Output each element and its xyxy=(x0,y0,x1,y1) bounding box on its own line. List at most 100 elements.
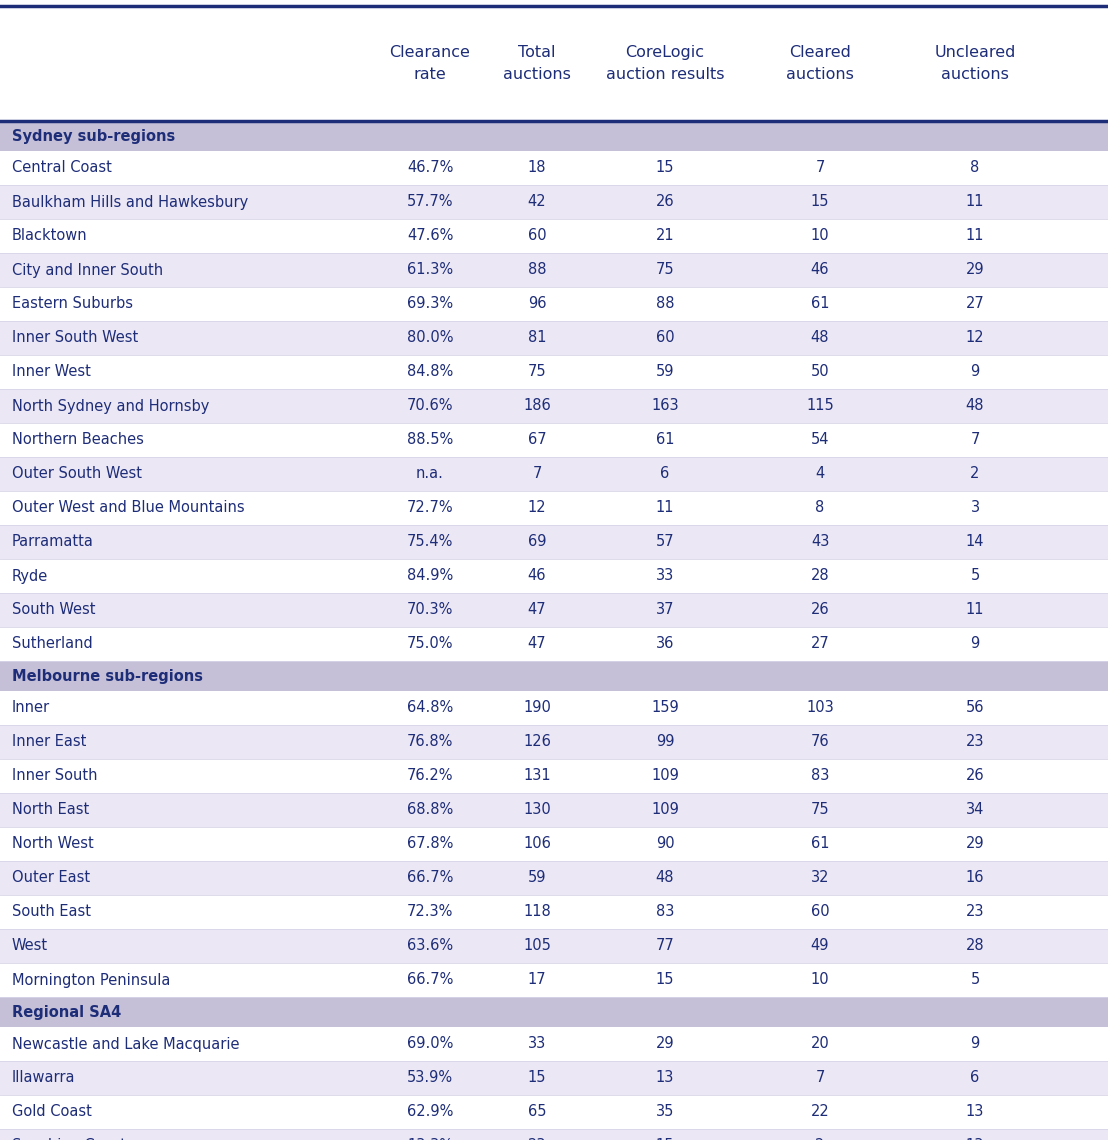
Text: 23: 23 xyxy=(966,904,984,920)
Text: CoreLogic
auction results: CoreLogic auction results xyxy=(606,44,725,82)
Text: 84.9%: 84.9% xyxy=(407,569,453,584)
Text: n.a.: n.a. xyxy=(417,466,444,481)
Text: 13: 13 xyxy=(656,1070,674,1085)
Text: 26: 26 xyxy=(811,603,829,618)
Text: 69.3%: 69.3% xyxy=(407,296,453,311)
Text: Inner: Inner xyxy=(12,700,50,716)
Text: 26: 26 xyxy=(656,195,675,210)
Text: 69: 69 xyxy=(527,535,546,549)
Text: Ryde: Ryde xyxy=(12,569,49,584)
Text: 61.3%: 61.3% xyxy=(407,262,453,277)
Text: Illawarra: Illawarra xyxy=(12,1070,75,1085)
Text: Blacktown: Blacktown xyxy=(12,228,88,244)
Text: 46: 46 xyxy=(811,262,829,277)
Text: 62.9%: 62.9% xyxy=(407,1105,453,1119)
Text: 90: 90 xyxy=(656,837,675,852)
Text: 9: 9 xyxy=(971,365,979,380)
Text: 109: 109 xyxy=(652,768,679,783)
Text: Total
auctions: Total auctions xyxy=(503,44,571,82)
Text: Sunshine Coast: Sunshine Coast xyxy=(12,1139,126,1140)
Text: 115: 115 xyxy=(807,399,834,414)
Bar xyxy=(0,861,1108,895)
Text: 43: 43 xyxy=(811,535,829,549)
Text: 32: 32 xyxy=(811,871,829,886)
Text: 61: 61 xyxy=(811,837,829,852)
Bar xyxy=(0,457,1108,491)
Text: 57: 57 xyxy=(656,535,675,549)
Text: 47: 47 xyxy=(527,603,546,618)
Text: Gold Coast: Gold Coast xyxy=(12,1105,92,1119)
Text: 4: 4 xyxy=(815,466,824,481)
Text: South West: South West xyxy=(12,603,95,618)
Text: 7: 7 xyxy=(532,466,542,481)
Bar xyxy=(0,526,1108,559)
Text: 23: 23 xyxy=(527,1139,546,1140)
Text: 17: 17 xyxy=(527,972,546,987)
Text: 103: 103 xyxy=(807,700,834,716)
Text: 72.7%: 72.7% xyxy=(407,500,453,515)
Text: 66.7%: 66.7% xyxy=(407,871,453,886)
Bar xyxy=(0,725,1108,759)
Text: 20: 20 xyxy=(811,1036,830,1051)
Text: Inner East: Inner East xyxy=(12,734,86,749)
Text: Baulkham Hills and Hawkesbury: Baulkham Hills and Hawkesbury xyxy=(12,195,248,210)
Bar xyxy=(0,691,1108,725)
Text: 83: 83 xyxy=(811,768,829,783)
Text: West: West xyxy=(12,938,48,953)
Text: 130: 130 xyxy=(523,803,551,817)
Text: 68.8%: 68.8% xyxy=(407,803,453,817)
Bar xyxy=(0,389,1108,423)
Text: 22: 22 xyxy=(811,1105,830,1119)
Bar xyxy=(0,998,1108,1027)
Text: 29: 29 xyxy=(966,262,984,277)
Bar xyxy=(0,826,1108,861)
Bar xyxy=(0,185,1108,219)
Text: 14: 14 xyxy=(966,535,984,549)
Text: 76.2%: 76.2% xyxy=(407,768,453,783)
Text: 28: 28 xyxy=(811,569,829,584)
Text: 186: 186 xyxy=(523,399,551,414)
Bar xyxy=(0,253,1108,287)
Text: North East: North East xyxy=(12,803,90,817)
Text: 49: 49 xyxy=(811,938,829,953)
Bar xyxy=(0,219,1108,253)
Text: 81: 81 xyxy=(527,331,546,345)
Text: 59: 59 xyxy=(656,365,675,380)
Text: Uncleared
auctions: Uncleared auctions xyxy=(934,44,1016,82)
Text: 54: 54 xyxy=(811,432,829,448)
Text: 23: 23 xyxy=(966,734,984,749)
Text: 75.0%: 75.0% xyxy=(407,636,453,651)
Bar xyxy=(0,661,1108,691)
Bar xyxy=(0,593,1108,627)
Text: 75: 75 xyxy=(811,803,829,817)
Text: 6: 6 xyxy=(660,466,669,481)
Text: 72.3%: 72.3% xyxy=(407,904,453,920)
Text: Northern Beaches: Northern Beaches xyxy=(12,432,144,448)
Text: 3: 3 xyxy=(971,500,979,515)
Text: 88: 88 xyxy=(527,262,546,277)
Text: 29: 29 xyxy=(656,1036,675,1051)
Text: 5: 5 xyxy=(971,972,979,987)
Text: 2: 2 xyxy=(971,466,979,481)
Text: Inner South: Inner South xyxy=(12,768,98,783)
Text: 126: 126 xyxy=(523,734,551,749)
Text: 9: 9 xyxy=(971,636,979,651)
Text: 99: 99 xyxy=(656,734,675,749)
Text: 46.7%: 46.7% xyxy=(407,161,453,176)
Text: Melbourne sub-regions: Melbourne sub-regions xyxy=(12,668,203,684)
Text: 60: 60 xyxy=(656,331,675,345)
Text: 11: 11 xyxy=(966,228,984,244)
Text: 88.5%: 88.5% xyxy=(407,432,453,448)
Text: 13.3%: 13.3% xyxy=(407,1139,453,1140)
Text: 9: 9 xyxy=(971,1036,979,1051)
Bar xyxy=(0,559,1108,593)
Text: South East: South East xyxy=(12,904,91,920)
Text: 83: 83 xyxy=(656,904,674,920)
Text: 57.7%: 57.7% xyxy=(407,195,453,210)
Text: 75.4%: 75.4% xyxy=(407,535,453,549)
Text: 18: 18 xyxy=(527,161,546,176)
Text: 59: 59 xyxy=(527,871,546,886)
Text: 7: 7 xyxy=(815,1070,824,1085)
Text: 16: 16 xyxy=(966,871,984,886)
Text: 27: 27 xyxy=(966,296,984,311)
